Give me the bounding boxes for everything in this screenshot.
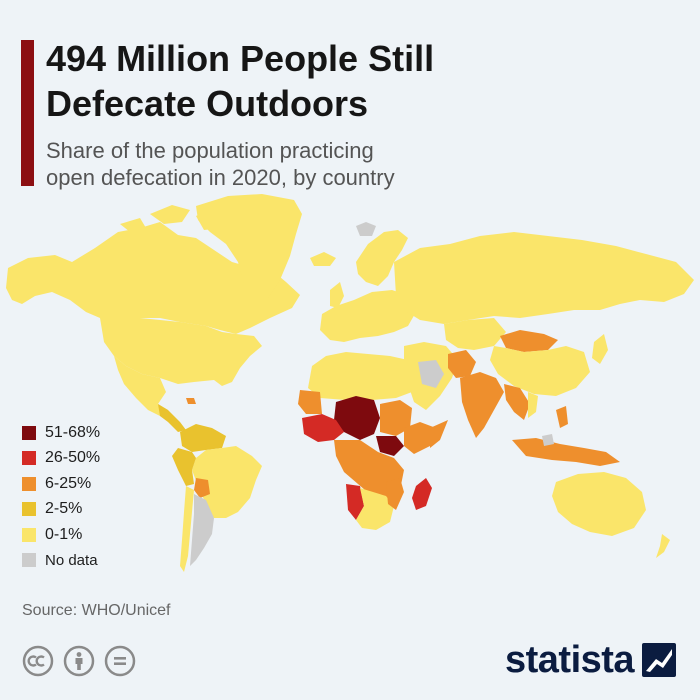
country-vietnam — [528, 392, 538, 418]
chart-subtitle: Share of the population practicing open … — [46, 137, 606, 191]
legend-swatch — [22, 527, 36, 542]
country-png — [542, 434, 554, 446]
country-new-zealand — [656, 534, 670, 558]
country-horn — [430, 420, 448, 448]
country-europe-main — [320, 290, 416, 342]
country-greenland — [196, 194, 302, 300]
country-west-africa — [302, 414, 344, 442]
oceania — [552, 472, 670, 558]
country-mexico — [114, 356, 168, 416]
legend-label: 26-50% — [45, 449, 101, 467]
country-colombia-venezuela — [180, 424, 226, 452]
country-usa — [100, 318, 262, 386]
legend-label: 2-5% — [45, 500, 83, 518]
legend-item-51-68: 51-68% — [22, 420, 100, 446]
attribution-icon[interactable] — [63, 645, 95, 677]
country-north-africa — [308, 352, 418, 400]
country-madagascar — [412, 478, 432, 510]
country-iceland — [310, 252, 336, 266]
country-indonesia — [512, 438, 620, 466]
legend-swatch — [22, 502, 36, 517]
license-icons — [22, 645, 136, 677]
legend-item-2-5: 2-5% — [22, 497, 100, 523]
country-alaska-canada — [6, 222, 300, 334]
country-southeast-asia — [504, 384, 530, 420]
source-note: Source: WHO/Unicef — [22, 602, 171, 619]
no-derivatives-icon[interactable] — [104, 645, 136, 677]
title-accent-bar — [21, 40, 34, 186]
legend-item-0-1: 0-1% — [22, 522, 100, 548]
asia — [394, 232, 694, 466]
legend-label: 6-25% — [45, 474, 92, 492]
north-america — [6, 194, 336, 432]
title-line-2: Defecate Outdoors — [46, 83, 369, 124]
country-philippines — [556, 406, 568, 428]
country-svalbard — [356, 222, 376, 236]
legend-swatch — [22, 476, 36, 491]
country-namibia — [346, 484, 364, 520]
country-south-sudan — [376, 436, 404, 456]
title-line-1: 494 Million People Still — [46, 38, 435, 79]
subtitle-line-1: Share of the population practicing — [46, 138, 374, 163]
statista-mark-icon — [642, 643, 677, 677]
country-southern-africa — [356, 488, 394, 530]
country-scandinavia — [356, 230, 408, 286]
brand-wordmark: statista — [505, 639, 635, 681]
country-saudi-nodata — [418, 360, 444, 388]
country-central-america — [158, 404, 186, 432]
europe — [320, 222, 416, 342]
country-japan — [592, 334, 608, 364]
country-india — [460, 372, 504, 438]
country-china — [490, 346, 590, 396]
country-argentina — [190, 494, 214, 566]
legend-swatch — [22, 553, 36, 568]
country-peru-ecuador — [172, 448, 196, 486]
country-haiti — [186, 398, 196, 404]
legend-label: 51-68% — [45, 423, 101, 441]
country-mongolia — [500, 330, 558, 352]
subtitle-line-2: open defecation in 2020, by country — [46, 165, 395, 190]
country-australia — [552, 472, 646, 536]
legend-label: No data — [45, 551, 98, 569]
south-america — [172, 424, 262, 572]
country-niger-chad — [334, 396, 380, 440]
chart-title: 494 Million People Still Defecate Outdoo… — [46, 36, 666, 126]
legend-label: 0-1% — [45, 525, 83, 543]
country-bolivia — [194, 478, 210, 498]
world-map — [6, 194, 694, 572]
legend-item-6-25: 6-25% — [22, 471, 100, 497]
legend-swatch — [22, 451, 36, 466]
map-legend: 51-68% 26-50% 6-25% 2-5% 0-1% No data — [22, 420, 100, 573]
legend-item-26-50: 26-50% — [22, 446, 100, 472]
country-russia — [394, 232, 694, 324]
africa — [298, 352, 448, 530]
country-central-asia — [444, 318, 506, 350]
country-pakistan-afghanistan — [448, 350, 476, 378]
legend-swatch — [22, 425, 36, 440]
country-chile — [180, 486, 194, 572]
country-mozambique — [386, 478, 404, 510]
country-brazil — [192, 446, 262, 518]
cc-icon[interactable] — [22, 645, 54, 677]
country-sudan — [380, 400, 412, 436]
country-uk — [330, 282, 344, 308]
country-ethiopia — [404, 422, 436, 454]
statista-logo[interactable]: statista — [505, 638, 677, 682]
legend-item-no-data: No data — [22, 548, 100, 574]
country-mauritania — [298, 390, 322, 414]
